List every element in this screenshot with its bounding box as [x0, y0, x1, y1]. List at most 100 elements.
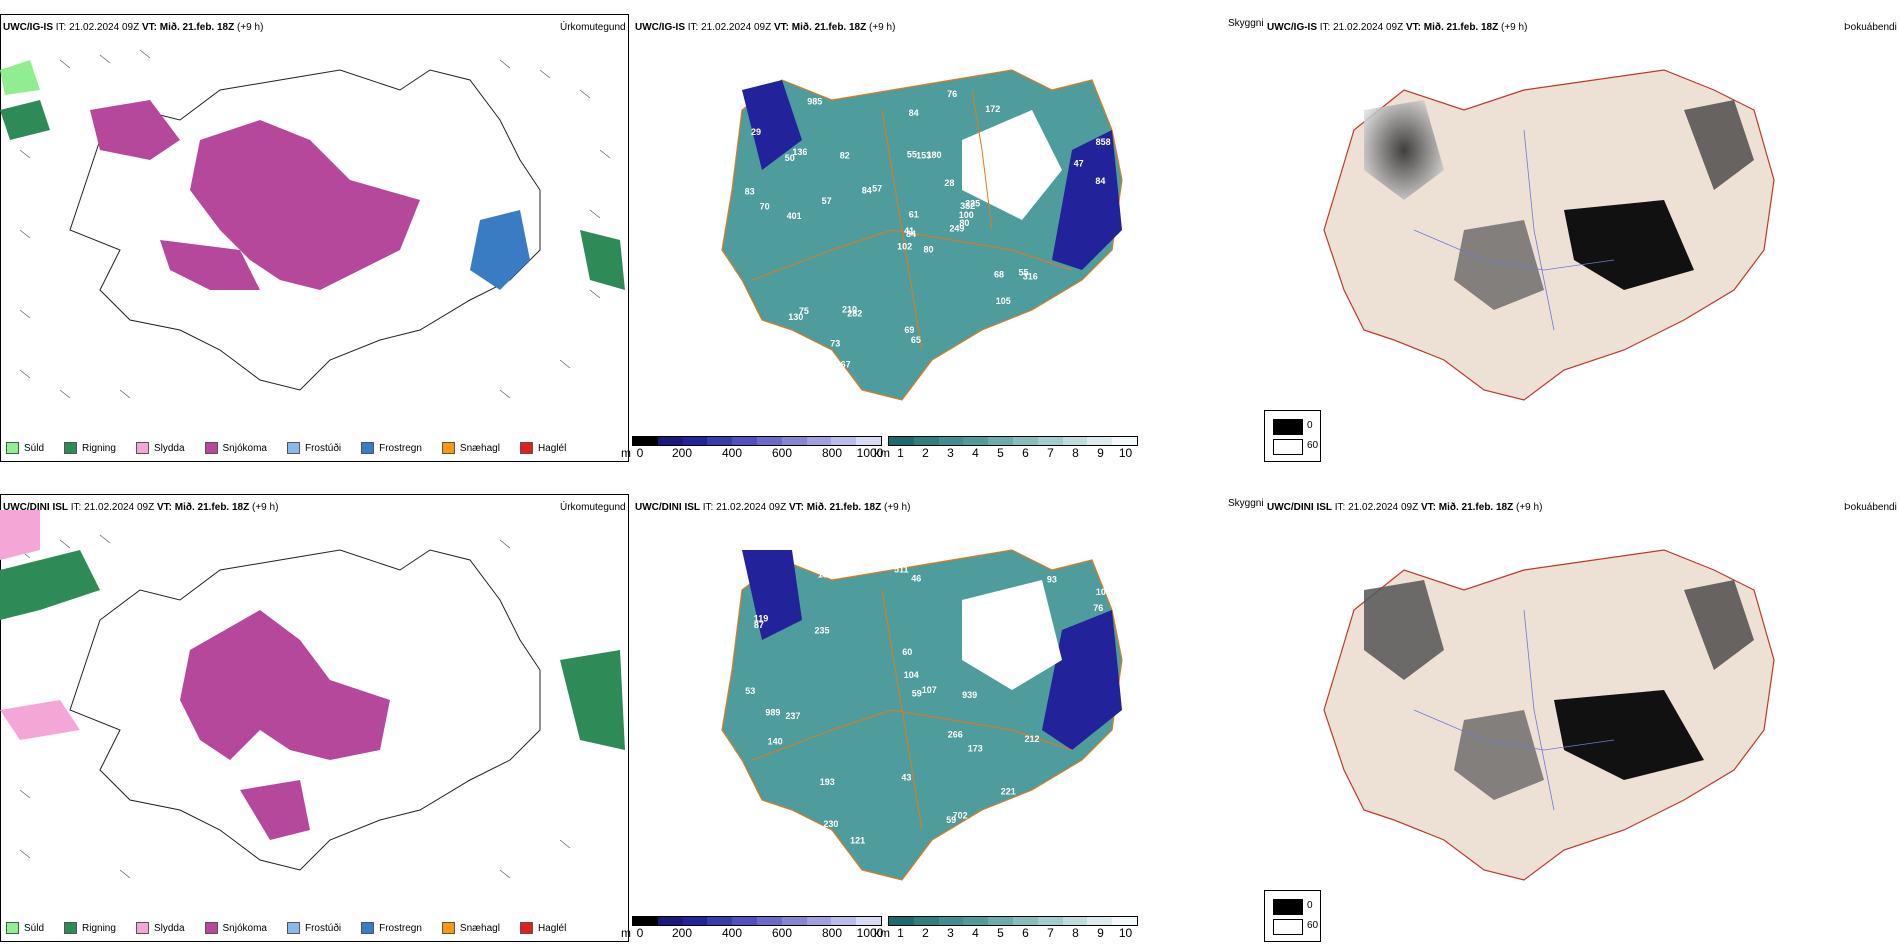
lead-time: (+9 h) [869, 22, 896, 33]
lead-time: (+9 h) [1516, 502, 1543, 513]
legend-swatch [519, 922, 533, 934]
cloud-base-value: 80 [959, 218, 969, 228]
panel-header: UWC/IG-IS IT: 21.02.2024 09Z VT: Mið. 21… [3, 22, 263, 33]
legend-label: Haglél [537, 442, 567, 454]
legend-item: Frostregn [361, 922, 422, 934]
valid-time: Mið. 21.feb. 18Z [174, 502, 250, 513]
legend-item: Slydda [135, 922, 185, 934]
legend-item: Snjókoma [204, 442, 267, 454]
snow-area-2 [240, 780, 310, 840]
init-time: 21.02.2024 09Z [84, 502, 155, 513]
fog-area-4 [1684, 580, 1754, 670]
cloud-base-value: 13 [1017, 120, 1027, 130]
cloud-base-value: 210 [842, 304, 857, 314]
fog-map [1323, 69, 1775, 401]
cloud-base-value: 153 [916, 150, 931, 160]
cloud-base-value: 84 [1095, 176, 1105, 186]
colorbar-tick-label: 3 [947, 926, 954, 940]
cloud-base-value: 57 [872, 184, 882, 194]
cloud-base-value: 989 [765, 707, 780, 717]
colorbar-tick-label: 2 [922, 446, 929, 460]
precip-type-panel: UWC/IG-IS IT: 21.02.2024 09Z VT: Mið. 21… [0, 0, 632, 470]
colorbar-strip [888, 916, 1138, 926]
init-time: 21.02.2024 09Z [701, 22, 772, 33]
fog-key-swatch [1273, 439, 1303, 455]
it-label: IT: [55, 22, 67, 33]
cloud-base-value: 221 [1001, 787, 1016, 797]
legend-item: Frostúði [286, 442, 341, 454]
cloud-base-value: 55 [1019, 268, 1029, 278]
colorbar-tick-label: 5 [997, 926, 1004, 940]
fog-key: 0 60 [1264, 410, 1321, 462]
cloud-base-value: 102 [897, 242, 912, 252]
legend-item: Snæhagl [441, 922, 500, 934]
cloud-base-value: 181 [818, 570, 833, 580]
low-cloud-area [742, 550, 802, 640]
cloud-base-value: 332 [960, 201, 975, 211]
legend-item: Snæhagl [441, 442, 500, 454]
cloud-base-value: 95 [963, 618, 973, 628]
colorbar-strip [632, 436, 882, 446]
cloud-base-value: 858 [1096, 137, 1111, 147]
snow-area [190, 120, 420, 290]
road-network [751, 589, 1073, 831]
legend-item: Snjókoma [204, 922, 267, 934]
colorbar-tick-label: 10 [1118, 446, 1133, 460]
precip-frame [0, 14, 629, 462]
iceland-outline [69, 549, 541, 871]
legend-swatch [441, 442, 455, 454]
clear-area [962, 580, 1062, 690]
legend-label: Snjókoma [222, 922, 267, 934]
colorbar-tick-label: 1000 [856, 446, 884, 460]
legend-swatch [135, 442, 149, 454]
fog-key-label: 60 [1307, 920, 1319, 931]
vt-label: VT: [141, 22, 157, 33]
cloud-base-value: 61 [909, 209, 919, 219]
cloud-base-value: 41 [904, 226, 914, 236]
colorbar-tick-label: 0 [636, 446, 644, 460]
cloud-base-value: 29 [751, 127, 761, 137]
valid-time: Mið. 21.feb. 18Z [1438, 502, 1514, 513]
precip-frame [0, 494, 629, 942]
rivers [1413, 129, 1615, 331]
cloud-base-value: 69 [1017, 657, 1027, 667]
colorbar-tick-label: 200 [671, 446, 693, 460]
sleet-area-2 [0, 700, 80, 740]
fog-key-swatch [1273, 899, 1303, 915]
cloud-base-value: 76 [947, 89, 957, 99]
cloud-base-value: 84 [909, 108, 919, 118]
legend-label: Snjókoma [222, 442, 267, 454]
fog-area-2 [1564, 200, 1694, 290]
colorbar-unit: m [621, 446, 631, 460]
colorbar-unit: km [874, 926, 890, 940]
fog-key: 0 60 [1264, 890, 1321, 942]
rain-area-2 [580, 230, 625, 290]
cloud-base-value: 249 [949, 223, 964, 233]
cloud-base-value: 58 [771, 351, 781, 361]
cloud-base-value: 193 [820, 777, 835, 787]
fog-area-3 [1454, 710, 1544, 800]
cloud-base-value: 180 [926, 150, 941, 160]
legend-item: Haglél [519, 442, 567, 454]
panel-header: UWC/IG-IS IT: 21.02.2024 09Z VT: Mið. 21… [635, 22, 895, 33]
fog-panel: UWC/DINI ISL IT: 21.02.2024 09Z VT: Mið.… [1264, 480, 1900, 950]
cloud-base-value: 282 [847, 309, 862, 319]
cloud-base-value: 75 [799, 306, 809, 316]
cloud-base-value: 55 [907, 149, 917, 159]
model-name: UWC/IG-IS [1267, 22, 1317, 33]
lead-time: (+9 h) [237, 22, 264, 33]
legend-swatch [441, 922, 455, 934]
cloud-base-value: 80 [923, 245, 933, 255]
vt-label: VT: [788, 502, 804, 513]
colorbar-strip [632, 916, 882, 926]
colorbar-tick-label: 1 [897, 926, 904, 940]
fog-panel: UWC/IG-IS IT: 21.02.2024 09Z VT: Mið. 21… [1264, 0, 1900, 470]
legend-swatch [361, 922, 375, 934]
fog-area-3 [1454, 220, 1544, 310]
cloud-base-value: 119 [754, 613, 769, 623]
cloud-base-value: 104 [904, 670, 919, 680]
fog-key-label: 0 [1307, 420, 1313, 431]
model-name: UWC/IG-IS [3, 22, 53, 33]
cloud-base-value: 82 [840, 151, 850, 161]
legend-item: Haglél [519, 922, 566, 934]
